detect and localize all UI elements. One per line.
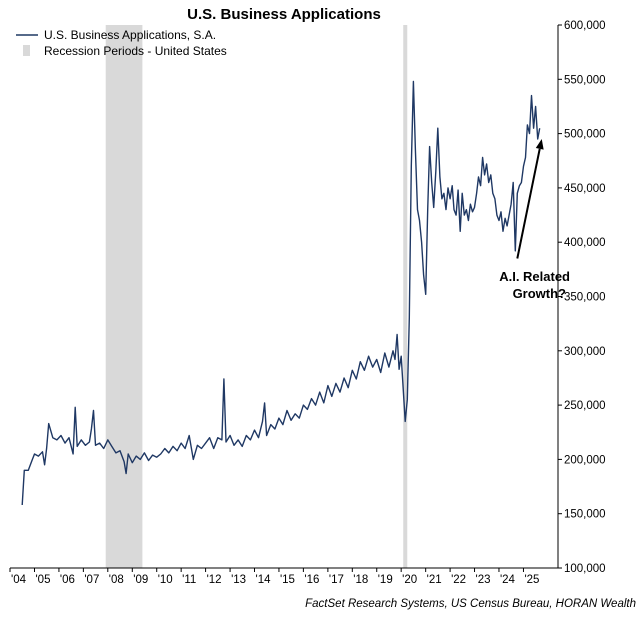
x-tick-label: '15 — [280, 574, 295, 586]
x-tick-label: '05 — [35, 574, 50, 586]
x-tick-label: '12 — [207, 574, 222, 586]
x-tick-label: '24 — [500, 574, 516, 586]
y-tick-label: 200,000 — [564, 454, 606, 466]
y-tick-label: 250,000 — [564, 400, 606, 412]
x-tick-label: '06 — [60, 574, 75, 586]
x-tick-label: '11 — [182, 574, 196, 586]
x-tick-label: '21 — [427, 574, 442, 586]
recession-band — [105, 25, 143, 568]
x-tick-label: '07 — [84, 574, 99, 586]
y-tick-label: 550,000 — [564, 74, 606, 86]
annotation-text-line1: A.I. Related — [499, 269, 570, 284]
legend-recession-label: Recession Periods - United States — [44, 44, 227, 58]
y-tick-label: 450,000 — [564, 183, 606, 195]
x-tick-label: '18 — [353, 574, 368, 586]
y-tick-label: 500,000 — [564, 129, 606, 141]
legend-recession-swatch — [23, 45, 30, 56]
x-tick-label: '10 — [158, 574, 173, 586]
recession-band — [403, 25, 408, 568]
x-tick-label: '13 — [231, 574, 246, 586]
x-tick-label: '25 — [524, 574, 539, 586]
x-tick-label: '16 — [304, 574, 319, 586]
x-tick-label: '23 — [476, 574, 491, 586]
legend-series-label: U.S. Business Applications, S.A. — [44, 28, 216, 42]
x-tick-label: '22 — [451, 574, 466, 586]
x-tick-label: '09 — [133, 574, 148, 586]
y-tick-label: 400,000 — [564, 237, 606, 249]
y-tick-label: 300,000 — [564, 346, 606, 358]
x-tick-label: '20 — [402, 574, 417, 586]
source-note: FactSet Research Systems, US Census Bure… — [305, 598, 636, 610]
annotation-arrow-head — [535, 139, 544, 150]
y-tick-label: 600,000 — [564, 20, 606, 32]
x-tick-label: '19 — [378, 574, 393, 586]
x-tick-label: '17 — [329, 574, 344, 586]
y-tick-label: 150,000 — [564, 509, 606, 521]
annotation-text-line2: Growth? — [513, 286, 566, 301]
annotation-arrow-shaft — [516, 148, 541, 259]
series-line — [21, 80, 541, 506]
x-tick-label: '04 — [11, 574, 27, 586]
x-tick-label: '14 — [256, 574, 272, 586]
x-tick-label: '08 — [109, 574, 124, 586]
y-tick-label: 350,000 — [564, 292, 606, 304]
chart-title: U.S. Business Applications — [187, 6, 381, 23]
y-tick-label: 100,000 — [564, 563, 606, 575]
